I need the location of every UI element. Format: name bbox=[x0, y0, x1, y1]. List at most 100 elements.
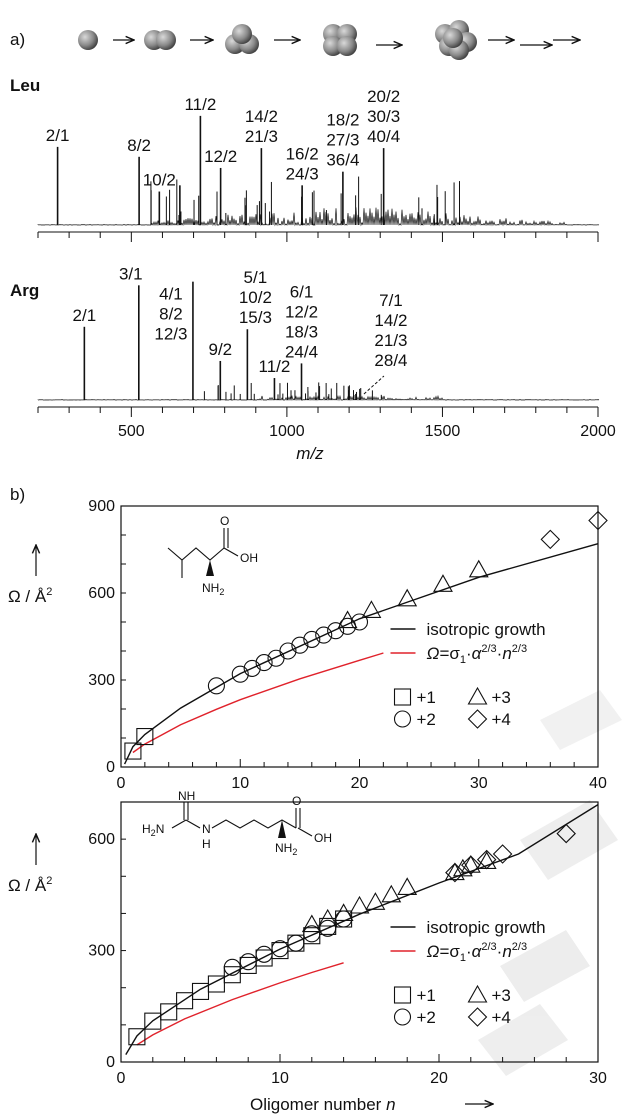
peak-label: 14/2 21/3 bbox=[245, 107, 278, 146]
point-triangle bbox=[460, 855, 481, 873]
x-tick-label: 2000 bbox=[580, 423, 616, 440]
point-circle bbox=[279, 642, 297, 660]
sphere bbox=[443, 28, 463, 48]
point-square bbox=[255, 949, 273, 967]
sphere bbox=[337, 36, 357, 56]
point-circle bbox=[231, 665, 249, 683]
plot-frame bbox=[120, 801, 599, 1063]
point-square bbox=[207, 975, 225, 993]
legend-label-triangle: +3 bbox=[492, 688, 511, 707]
point-diamond bbox=[445, 862, 465, 883]
spectrum-baseline bbox=[37, 394, 600, 402]
legend-marker-diamond bbox=[467, 709, 488, 729]
fit-sigma-line bbox=[136, 962, 344, 1046]
x-tick-label: 1000 bbox=[269, 423, 305, 440]
spectrum-axes: 500 1000 1500 2000 bbox=[37, 231, 616, 440]
point-triangle bbox=[433, 574, 453, 592]
point-square bbox=[136, 727, 154, 746]
y-tick-label: 600 bbox=[88, 831, 115, 848]
arg-oxygen: O bbox=[292, 794, 301, 808]
x-tick-label: 10 bbox=[271, 1070, 289, 1087]
legend-marker-triangle bbox=[467, 984, 488, 1003]
x-tick-label: 10 bbox=[231, 775, 249, 792]
legend-label-diamond: +4 bbox=[492, 1008, 511, 1027]
point-circle bbox=[255, 945, 273, 963]
y-tick-label: 0 bbox=[106, 759, 115, 776]
point-circle bbox=[303, 630, 321, 648]
peak-label: 8/2 bbox=[127, 136, 151, 155]
point-triangle bbox=[444, 862, 465, 881]
y-axis-label-top: Ω / Å2 bbox=[8, 545, 52, 606]
point-square bbox=[128, 1028, 146, 1046]
x-tick-label: 0 bbox=[117, 775, 126, 792]
peak-label: 18/2 27/3 36/4 bbox=[326, 111, 359, 170]
legend-label-triangle: +3 bbox=[492, 986, 511, 1005]
peak-label: 2/1 bbox=[73, 306, 97, 325]
x-tick-label: 1500 bbox=[425, 423, 461, 440]
arg-hydroxyl: OH bbox=[314, 831, 332, 845]
point-diamond bbox=[540, 529, 561, 550]
point-square bbox=[144, 1012, 162, 1030]
point-circle bbox=[315, 626, 333, 644]
y-axis-label-bottom: Ω / Å2 bbox=[8, 834, 52, 895]
x-tick-label: 30 bbox=[589, 1070, 607, 1087]
peak-label: 4/1 8/2 12/3 bbox=[154, 285, 187, 344]
point-circle bbox=[327, 622, 345, 640]
point-circle bbox=[207, 677, 225, 695]
legend-marker-square bbox=[393, 688, 412, 706]
svg-text:Oligomer number n: Oligomer number n bbox=[250, 1095, 396, 1114]
legend-label-square: +1 bbox=[417, 986, 436, 1005]
y-tick-label: 300 bbox=[88, 943, 115, 960]
point-circle bbox=[243, 659, 261, 677]
sphere bbox=[156, 30, 176, 50]
peak-label: 7/1 14/2 21/3 28/4 bbox=[374, 291, 407, 370]
panel-a-label: a) bbox=[10, 30, 25, 49]
sphere bbox=[232, 24, 252, 44]
peak-label: 16/2 24/3 bbox=[286, 144, 319, 183]
point-diamond bbox=[588, 510, 608, 531]
spectrum-leu: 2/1 8/2 10/2 11/2 12/2 14/2 21/316/2 24/318/2 27… bbox=[37, 87, 600, 227]
y-tick-label: 900 bbox=[88, 498, 115, 515]
oligomer-x-axis-label: Oligomer number n bbox=[250, 1095, 493, 1114]
point-circle bbox=[271, 940, 289, 958]
plot-leu: 0 10 20 30 40 0 300 600 900 isotropic growth Ω=σ1·… bbox=[88, 498, 608, 792]
point-triangle bbox=[365, 892, 386, 910]
peak-label: 3/1 bbox=[119, 264, 143, 283]
point-circle bbox=[350, 613, 369, 631]
x-tick-label: 40 bbox=[589, 775, 607, 792]
point-triangle bbox=[349, 895, 370, 914]
peak-label: 6/1 12/2 18/3 24/4 bbox=[285, 282, 318, 361]
x-tick-label: 500 bbox=[118, 423, 145, 440]
arg-hydrogen: H bbox=[202, 837, 211, 851]
legend-label-diamond: +4 bbox=[492, 710, 511, 729]
x-tick-label: 0 bbox=[117, 1070, 126, 1087]
point-circle bbox=[303, 925, 321, 943]
point-diamond bbox=[461, 855, 481, 875]
point-square bbox=[124, 742, 142, 760]
spectrum-leu-name: Leu bbox=[10, 76, 40, 95]
legend-isotropic-label: isotropic growth bbox=[427, 918, 546, 937]
point-triangle bbox=[452, 858, 473, 877]
plot-arg: 0 10 20 30 600 300 0 isotropic growth Ω=σ1·α2/3·… bbox=[88, 801, 607, 1087]
legend-marker-square bbox=[393, 986, 412, 1004]
peak-label: 10/2 bbox=[143, 171, 176, 190]
spectrum-x-axis-label: m/z bbox=[296, 444, 324, 463]
point-square bbox=[176, 992, 194, 1010]
peak-label: 5/1 10/2 15/3 bbox=[239, 268, 272, 327]
legend-marker-diamond bbox=[467, 1007, 488, 1027]
arginine-structure bbox=[171, 802, 313, 838]
svg-text:Ω / Å2: Ω / Å2 bbox=[8, 586, 52, 606]
point-square bbox=[223, 966, 241, 984]
y-tick-label: 600 bbox=[88, 585, 115, 602]
legend-marker-triangle bbox=[467, 686, 488, 705]
point-circle bbox=[223, 958, 241, 976]
point-triangle bbox=[333, 903, 354, 921]
peak-label: 9/2 bbox=[208, 340, 232, 359]
point-triangle bbox=[337, 610, 358, 629]
x-tick-label: 20 bbox=[430, 1070, 448, 1087]
point-square bbox=[160, 1003, 178, 1021]
legend-label-square: +1 bbox=[417, 688, 436, 707]
peak-label: 2/1 bbox=[46, 126, 70, 145]
arg-amine: NH2 bbox=[275, 841, 297, 857]
